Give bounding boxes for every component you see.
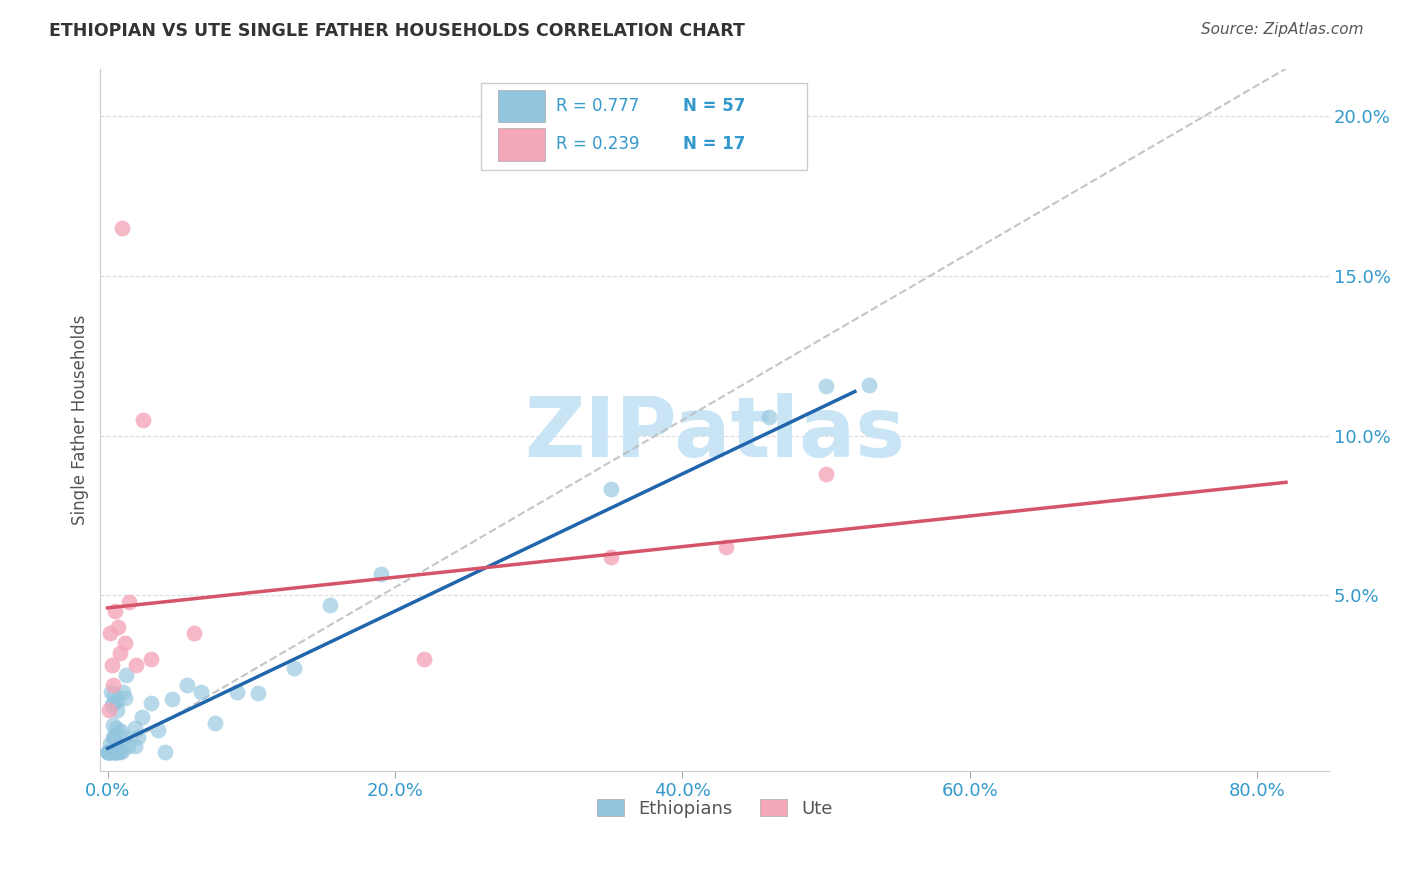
Point [100, 742, 122, 756]
Point [183, 626, 205, 640]
Point [112, 685, 135, 699]
Point [599, 549, 621, 564]
Point [103, 677, 125, 691]
FancyBboxPatch shape [499, 89, 546, 122]
Text: R = 0.777: R = 0.777 [557, 96, 640, 115]
Point [225, 685, 247, 699]
Point [114, 636, 136, 650]
Point [97, 745, 120, 759]
Point [107, 745, 129, 759]
Point [153, 745, 176, 759]
Point [101, 698, 124, 712]
Point [114, 691, 136, 706]
Point [714, 541, 737, 555]
Point [111, 221, 134, 235]
Point [98, 737, 121, 751]
Y-axis label: Single Father Households: Single Father Households [72, 314, 89, 524]
Text: N = 17: N = 17 [683, 136, 745, 153]
Point [101, 718, 124, 732]
Point [112, 730, 135, 744]
Point [141, 696, 163, 710]
Point [111, 744, 134, 758]
Point [98, 703, 121, 717]
Point [117, 739, 139, 754]
Point [105, 693, 128, 707]
Point [105, 703, 128, 717]
Point [103, 688, 125, 702]
Point [370, 567, 392, 582]
Point [98, 745, 121, 759]
Point [98, 745, 121, 759]
Point [815, 467, 838, 481]
Point [100, 745, 122, 759]
Text: N = 57: N = 57 [683, 96, 745, 115]
Point [101, 731, 124, 745]
Point [127, 731, 149, 745]
Point [124, 739, 146, 753]
FancyBboxPatch shape [499, 128, 546, 161]
Point [101, 745, 124, 759]
FancyBboxPatch shape [481, 83, 807, 170]
Point [160, 691, 183, 706]
Point [103, 729, 125, 743]
Point [100, 684, 122, 698]
Point [125, 658, 148, 673]
Point [599, 482, 621, 496]
Point [146, 723, 169, 737]
Point [103, 731, 125, 745]
Point [105, 742, 128, 756]
Point [115, 668, 138, 682]
Point [204, 716, 226, 731]
Point [110, 646, 132, 660]
Point [97, 745, 120, 759]
Point [858, 378, 880, 392]
Point [132, 412, 155, 426]
Legend: Ethiopians, Ute: Ethiopians, Ute [589, 792, 839, 825]
Point [107, 620, 129, 634]
Point [110, 724, 132, 739]
Point [758, 409, 780, 424]
Point [100, 745, 122, 759]
Point [101, 658, 124, 673]
Point [815, 379, 838, 393]
Point [104, 721, 127, 735]
Point [101, 696, 124, 710]
Point [100, 626, 122, 640]
Point [247, 686, 270, 700]
Point [110, 745, 132, 759]
Text: R = 0.239: R = 0.239 [557, 136, 640, 153]
Text: Source: ZipAtlas.com: Source: ZipAtlas.com [1201, 22, 1364, 37]
Point [176, 678, 198, 692]
Point [131, 710, 153, 724]
Point [104, 745, 127, 759]
Point [97, 745, 120, 759]
Point [105, 740, 128, 755]
Point [124, 722, 146, 736]
Point [104, 745, 127, 759]
Text: ETHIOPIAN VS UTE SINGLE FATHER HOUSEHOLDS CORRELATION CHART: ETHIOPIAN VS UTE SINGLE FATHER HOUSEHOLD… [49, 22, 745, 40]
Text: ZIPatlas: ZIPatlas [524, 393, 905, 475]
Point [412, 652, 434, 666]
Point [118, 594, 141, 608]
Point [190, 685, 212, 699]
Point [139, 652, 162, 666]
Point [319, 598, 342, 612]
Point [283, 661, 305, 675]
Point [104, 745, 127, 759]
Point [104, 745, 127, 759]
Point [97, 745, 120, 759]
Point [104, 604, 127, 618]
